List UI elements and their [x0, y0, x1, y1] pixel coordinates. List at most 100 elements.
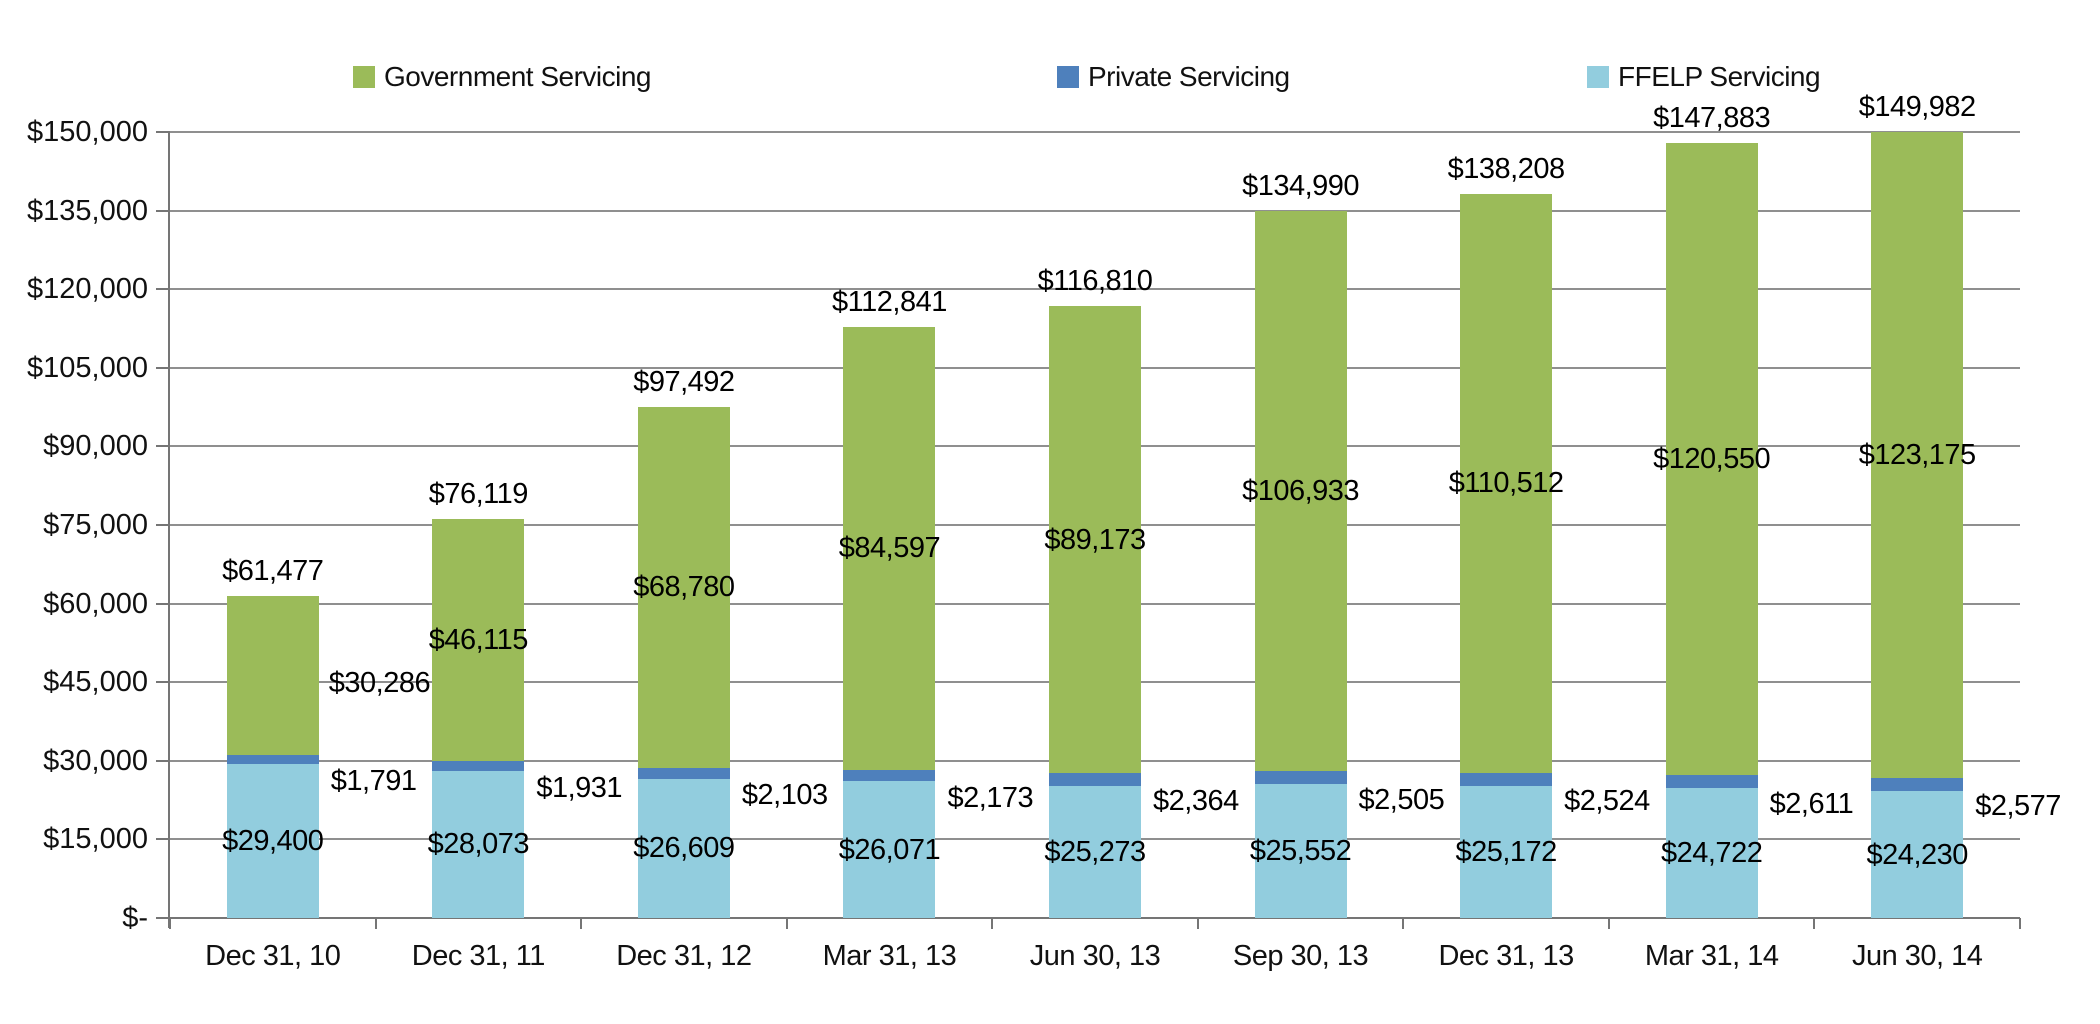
y-axis-tick [156, 524, 170, 526]
y-axis-label: $15,000 [43, 823, 148, 856]
ffelp-segment [432, 770, 525, 918]
y-axis-tick [156, 602, 170, 605]
y-gridline [170, 131, 2020, 133]
private-label: $2,524 [1564, 785, 1650, 818]
y-axis-label: $60,000 [43, 587, 148, 620]
x-axis-category-label: Mar 31, 14 [1644, 940, 1779, 972]
x-axis-category-label: Jun 30, 13 [1029, 940, 1161, 972]
private-segment [1871, 777, 1964, 792]
ffelp-segment [1665, 788, 1758, 918]
legend-label-ffelp: FFELP Servicing [1618, 61, 1821, 92]
legend-label-government: Government Servicing [384, 61, 652, 92]
government-segment [432, 519, 525, 761]
ffelp-segment [843, 781, 936, 918]
ffelp-label: $25,552 [1249, 835, 1352, 868]
x-axis-category-label: Jun 30, 14 [1851, 940, 1983, 972]
total-label: $97,492 [633, 366, 735, 399]
legend-swatch-government-icon [353, 66, 375, 88]
x-axis-category-label: Dec 31, 13 [1438, 940, 1574, 972]
y-axis-tick [156, 445, 170, 448]
ffelp-label: $26,071 [838, 833, 941, 866]
government-segment [1665, 143, 1758, 775]
government-label: $120,550 [1653, 442, 1771, 475]
private-segment [1665, 774, 1758, 789]
y-axis-label: $135,000 [27, 194, 148, 227]
total-label: $61,477 [222, 554, 324, 587]
government-segment [1049, 305, 1141, 774]
y-axis-label: $105,000 [27, 351, 148, 384]
private-label: $2,364 [1153, 785, 1239, 818]
ffelp-label: $25,273 [1044, 835, 1146, 868]
private-label: $2,611 [1769, 787, 1854, 820]
total-label: $147,883 [1653, 102, 1771, 135]
x-axis-line [156, 917, 2020, 919]
ffelp-label: $25,172 [1455, 836, 1557, 869]
x-axis-tick [1402, 918, 1405, 929]
total-label: $134,990 [1242, 169, 1360, 202]
private-segment [1460, 772, 1553, 787]
government-label: $89,173 [1044, 523, 1146, 556]
x-axis-category-label: Dec 31, 12 [616, 940, 752, 972]
chart-legend: Government Servicing Private Servicing F… [0, 62, 2100, 96]
y-gridline [170, 288, 2020, 291]
government-segment [1254, 210, 1347, 771]
y-axis-line [168, 132, 170, 928]
government-label: $30,286 [328, 667, 431, 700]
legend-swatch-private-icon [1057, 66, 1079, 88]
x-axis-tick [580, 918, 583, 929]
y-axis-tick [156, 681, 170, 684]
legend-item-government-servicing: Government Servicing [353, 61, 652, 92]
y-axis-label: $75,000 [43, 509, 148, 541]
private-segment [226, 754, 319, 764]
ffelp-segment [1460, 786, 1553, 918]
x-axis-category-label: Dec 31, 10 [205, 940, 341, 972]
private-segment [637, 767, 730, 779]
government-segment [843, 326, 936, 770]
ffelp-segment [226, 763, 319, 918]
ffelp-segment [637, 778, 730, 918]
private-segment [843, 770, 936, 782]
x-axis-tick [991, 918, 994, 929]
total-label: $138,208 [1447, 152, 1565, 185]
government-label: $123,175 [1858, 438, 1976, 471]
ffelp-segment [1254, 784, 1347, 918]
government-segment [226, 595, 319, 755]
private-segment [1049, 773, 1141, 786]
ffelp-label: $26,609 [633, 832, 735, 865]
x-axis-tick [1196, 918, 1199, 929]
y-axis-tick [156, 917, 170, 919]
x-axis-tick [374, 918, 377, 929]
government-label: $46,115 [428, 623, 529, 656]
x-axis-category-label: Mar 31, 13 [822, 940, 957, 972]
y-axis-tick [156, 209, 170, 212]
ffelp-label: $28,073 [427, 828, 530, 861]
government-label: $110,512 [1448, 467, 1564, 500]
government-label: $68,780 [633, 571, 735, 604]
government-segment [637, 407, 730, 768]
total-label: $112,841 [832, 285, 947, 318]
y-axis-label: $- [122, 902, 148, 934]
ffelp-label: $29,400 [222, 824, 324, 857]
x-axis-category-label: Sep 30, 13 [1232, 940, 1369, 972]
x-axis-tick [1607, 918, 1610, 929]
private-label: $1,791 [330, 765, 417, 798]
total-label: $76,119 [428, 478, 529, 511]
x-axis-tick [169, 918, 171, 929]
government-segment [1460, 193, 1553, 773]
y-axis-label: $30,000 [43, 744, 148, 777]
ffelp-label: $24,230 [1866, 838, 1969, 871]
government-label: $106,933 [1242, 474, 1360, 507]
private-segment [432, 760, 525, 771]
y-axis-label: $45,000 [43, 666, 148, 699]
y-gridline [170, 209, 2020, 212]
y-axis-tick [156, 759, 170, 762]
y-axis-tick [156, 131, 170, 133]
legend-label-private: Private Servicing [1088, 61, 1290, 92]
private-label: $2,103 [741, 779, 828, 812]
x-axis-category-label: Dec 31, 11 [411, 940, 546, 972]
x-axis-tick [785, 918, 788, 929]
legend-item-private-servicing: Private Servicing [1057, 62, 1290, 92]
total-label: $149,982 [1858, 91, 1976, 124]
legend-swatch-ffelp-icon [1587, 66, 1609, 88]
